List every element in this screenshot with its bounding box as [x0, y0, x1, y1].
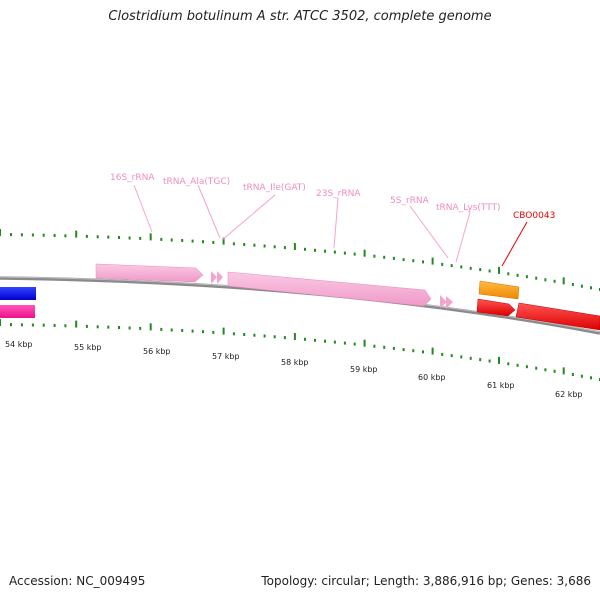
- rrna-features: [95, 263, 453, 309]
- label-CBO0043[interactable]: CBO0043: [513, 211, 555, 221]
- scale-label-54kbp: 54 kbp: [5, 340, 33, 349]
- genome-title: Clostridium botulinum A str. ATCC 3502, …: [108, 9, 492, 24]
- scale-label-61kbp: 61 kbp: [487, 381, 515, 390]
- feature-labels: 16S_rRNA tRNA_Ala(TGC) tRNA_Ile(GAT) 23S…: [110, 173, 555, 221]
- cds-orange-block[interactable]: [478, 280, 520, 300]
- cds-magenta-block[interactable]: [0, 305, 35, 318]
- 16S-rRNA-arrow[interactable]: [95, 263, 204, 283]
- label-23S-rRNA[interactable]: 23S_rRNA: [316, 189, 361, 199]
- scale-label-62kbp: 62 kbp: [555, 390, 583, 399]
- label-tRNA-Ala[interactable]: tRNA_Ala(TGC): [163, 177, 230, 187]
- scale-label-56kbp: 56 kbp: [143, 347, 171, 356]
- scale-label-58kbp: 58 kbp: [281, 358, 309, 367]
- label-tRNA-Ile[interactable]: tRNA_Ile(GAT): [243, 183, 306, 193]
- scale-label-57kbp: 57 kbp: [212, 352, 240, 361]
- cds-blue-block[interactable]: [0, 287, 36, 300]
- accession-label: Accession: NC_009495: [9, 574, 146, 588]
- scale-label-55kbp: 55 kbp: [74, 343, 102, 352]
- 23S-rRNA-arrow[interactable]: [227, 271, 432, 307]
- scale-label-60kbp: 60 kbp: [418, 373, 446, 382]
- outer-tick-track: [0, 229, 600, 291]
- cbo0043-leader-line: [501, 221, 528, 267]
- tRNA-Lys-arrow[interactable]: [446, 296, 453, 309]
- label-16S-rRNA[interactable]: 16S_rRNA: [110, 173, 155, 183]
- tRNA-Ile-arrow[interactable]: [217, 271, 223, 284]
- scale-label-59kbp: 59 kbp: [350, 365, 378, 374]
- 5S-rRNA-arrow[interactable]: [440, 295, 447, 308]
- scale-labels: 54 kbp 55 kbp 56 kbp 57 kbp 58 kbp 59 kb…: [5, 340, 583, 399]
- genome-stats-label: Topology: circular; Length: 3,886,916 bp…: [261, 574, 591, 588]
- tRNA-Ala-arrow[interactable]: [211, 271, 217, 284]
- label-leader-lines: [133, 184, 471, 263]
- cds-red-arrow-small[interactable]: [476, 298, 516, 317]
- label-tRNA-Lys[interactable]: tRNA_Lys(TTT): [436, 203, 501, 213]
- inner-tick-track: [0, 319, 600, 381]
- cds-features: [0, 280, 600, 331]
- label-5S-rRNA[interactable]: 5S_rRNA: [390, 196, 430, 206]
- cbo0043-cds-arrow[interactable]: [515, 302, 600, 331]
